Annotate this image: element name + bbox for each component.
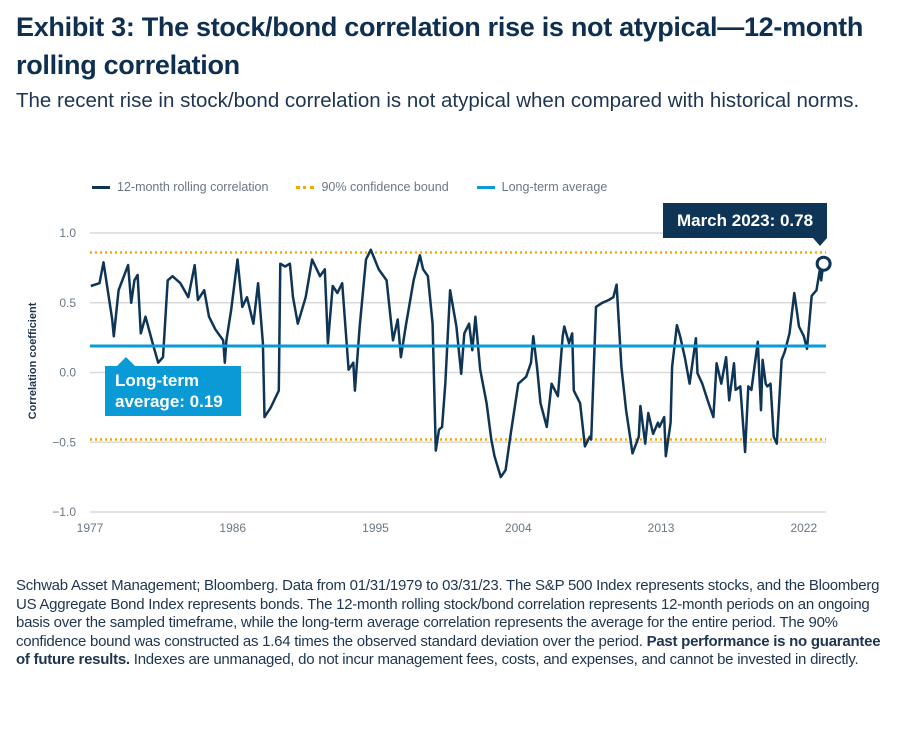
legend-label-rolling: 12-month rolling correlation <box>117 180 269 194</box>
legend-swatch-average <box>476 185 495 189</box>
y-tick-label: −0.5 <box>52 435 76 449</box>
chart-title: Exhibit 3: The stock/bond correlation ri… <box>16 12 864 80</box>
average-callout-line2: average: 0.19 <box>115 392 223 411</box>
footnote-text: Schwab Asset Management; Bloomberg. Data… <box>16 577 880 650</box>
y-tick-label: −1.0 <box>52 505 76 519</box>
legend-item-rolling: 12-month rolling correlation <box>92 180 268 194</box>
x-tick-label: 1977 <box>77 521 104 535</box>
legend: 12-month rolling correlation 90% confide… <box>92 180 635 194</box>
x-tick-label: 2004 <box>505 521 532 535</box>
legend-item-average: Long-term average <box>476 180 608 194</box>
x-tick-label: 1986 <box>219 521 246 535</box>
footnote-text-end: Indexes are unmanaged, do not incur mana… <box>129 651 859 669</box>
y-tick-label: 0.0 <box>59 366 76 380</box>
last-value-callout: March 2023: 0.78 <box>663 203 827 246</box>
legend-item-confidence: 90% confidence bound <box>296 180 449 194</box>
footnote: Schwab Asset Management; Bloomberg. Data… <box>16 577 896 670</box>
x-tick-label: 1995 <box>362 521 389 535</box>
chart-subtitle: The recent rise in stock/bond correlatio… <box>16 89 860 112</box>
legend-label-confidence: 90% confidence bound <box>321 180 449 194</box>
footnote-disclaimer: Past performance is no guarantee of futu… <box>16 632 881 669</box>
x-tick-label: 2013 <box>648 521 675 535</box>
x-tick-label: 2022 <box>790 521 817 535</box>
y-tick-label: 1.0 <box>59 226 76 240</box>
legend-swatch-rolling <box>92 185 110 189</box>
average-callout-line1: Long-term <box>115 371 200 390</box>
last-value-marker <box>815 255 832 272</box>
y-tick-label: 0.5 <box>59 296 76 310</box>
legend-label-average: Long-term average <box>501 180 608 194</box>
average-callout: Long-term average: 0.19 <box>105 357 241 416</box>
legend-swatch-confidence <box>296 185 315 189</box>
rolling-correlation-line <box>90 248 825 479</box>
